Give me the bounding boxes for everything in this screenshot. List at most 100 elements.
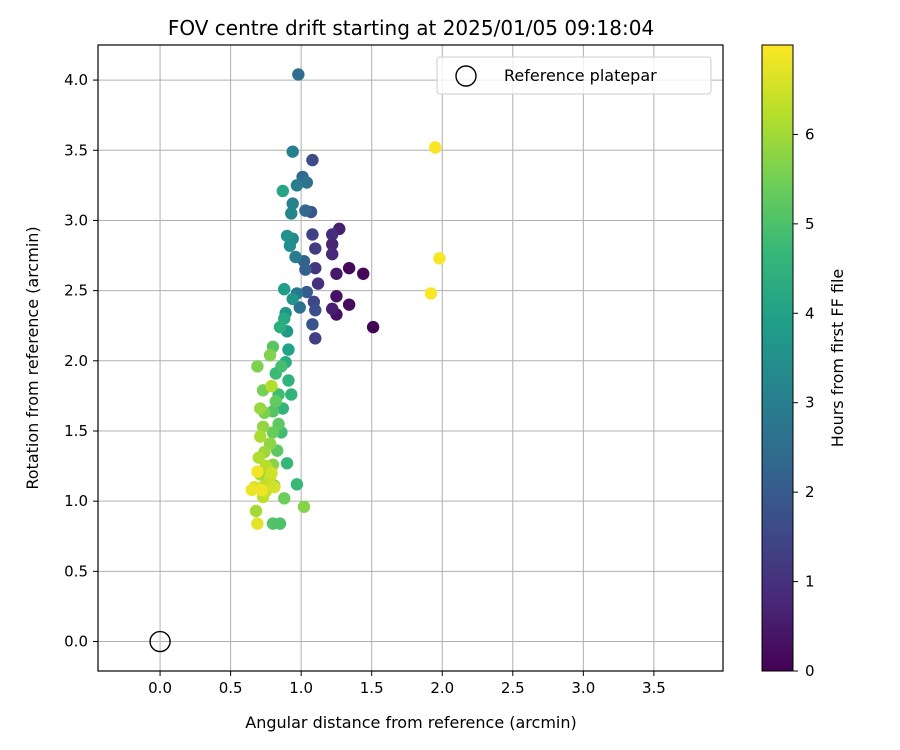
x-axis-ticks: 0.0 0.5 1.0 1.5 2.0 2.5 3.0 3.5 [148,671,666,697]
data-point [309,332,322,345]
data-point [245,483,258,497]
data-point [325,228,339,241]
data-point [251,517,264,530]
chart-title: FOV centre drift starting at 2025/01/05 … [168,16,654,40]
data-point [325,247,339,261]
data-point [268,480,281,494]
data-point [282,343,295,356]
data-point [269,395,282,408]
data-point [276,184,290,198]
colorbar-tick-label: 6 [805,125,815,143]
data-point [280,457,294,470]
data-point [278,492,291,505]
x-tick-label: 2.5 [501,679,525,697]
data-point [306,318,319,331]
data-point [285,388,298,401]
data-point [265,379,278,393]
data-point [256,420,270,433]
data-point [297,500,311,513]
data-point [251,360,264,373]
colorbar-tick-label: 4 [805,304,815,322]
data-point [428,141,442,154]
data-point [286,197,299,210]
y-axis-label: Rotation from reference (arcmin) [23,226,42,489]
data-point [283,239,297,252]
data-point [273,320,287,334]
data-point [280,229,294,243]
colorbar-label: Hours from first FF file [828,269,847,448]
data-point [285,207,298,220]
y-tick-label: 2.0 [64,352,88,370]
data-point [330,290,343,303]
y-axis-ticks: 0.0 0.5 1.0 1.5 2.0 2.5 3.0 3.5 4.0 [64,71,98,651]
legend-box [436,56,712,95]
x-tick-label: 0.0 [148,679,172,697]
data-point [249,504,263,518]
data-point [424,287,438,300]
data-point [330,267,343,280]
plot-frame [97,44,724,672]
data-point [251,465,264,478]
data-point [325,238,339,251]
data-point [311,277,325,290]
data-point [254,402,267,415]
x-tick-label: 3.0 [571,679,595,697]
data-point [433,252,446,265]
colorbar: 0 1 2 3 4 5 6 Hours from first FF file [761,44,847,680]
grid-lines [98,45,723,671]
data-point [293,301,306,314]
legend-marker [455,65,477,87]
x-tick-label: 2.0 [430,679,454,697]
y-tick-label: 1.0 [64,492,88,510]
data-point [325,302,339,316]
colorbar-tick-label: 0 [805,662,815,680]
y-tick-label: 3.0 [64,211,88,229]
colorbar-tick-label: 1 [805,573,815,591]
data-point [286,292,299,306]
y-tick-label: 3.5 [64,141,88,159]
x-tick-label: 0.5 [219,679,243,697]
colorbar-tick-label: 3 [805,394,815,412]
data-point [254,430,267,443]
data-point [366,320,380,334]
colorbar-ticks: 0 1 2 3 4 5 6 [793,125,815,680]
y-tick-label: 0.5 [64,562,88,580]
data-point [309,261,322,275]
data-point [255,483,268,497]
x-tick-label: 1.5 [360,679,384,697]
data-point [266,517,280,530]
data-point [342,298,356,311]
data-point [299,204,312,217]
x-axis-label: Angular distance from reference (arcmin) [245,713,576,732]
data-point [275,360,288,373]
data-point [300,285,314,299]
data-point [357,267,370,280]
data-point [286,145,299,158]
colorbar-tick-label: 5 [805,215,815,233]
y-tick-label: 2.5 [64,282,88,300]
data-point [309,304,322,317]
x-tick-label: 3.5 [642,679,666,697]
data-point [290,179,304,192]
data-point [342,261,356,275]
data-point [278,283,291,296]
data-point [266,426,280,439]
reference-platepar-marker [149,630,171,653]
data-point [290,478,304,491]
data-point [282,374,295,387]
colorbar-tick-label: 2 [805,483,815,501]
data-point [292,68,305,81]
reference-marker [149,630,171,653]
data-point [300,176,314,189]
x-tick-label: 1.0 [289,679,313,697]
data-point [263,348,277,362]
data-point [265,466,278,480]
legend: Reference platepar [436,56,712,95]
colorbar-scale [761,44,794,672]
data-point [309,242,322,255]
y-tick-label: 1.5 [64,422,88,440]
data-point [306,228,319,241]
data-point [306,153,319,167]
y-tick-label: 4.0 [64,71,88,89]
